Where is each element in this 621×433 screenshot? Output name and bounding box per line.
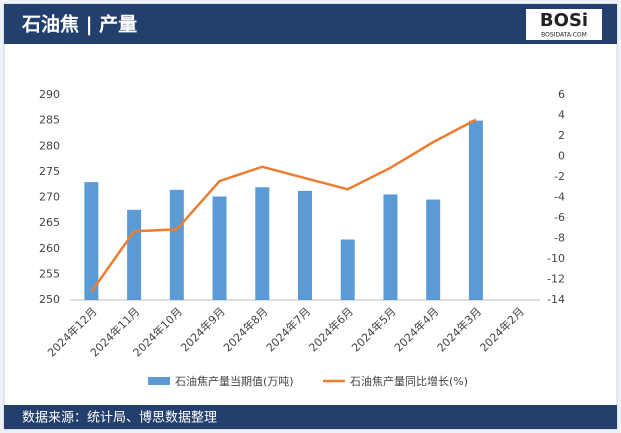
logo: BOSi — [540, 10, 588, 31]
y-tick-label: 270 — [39, 191, 60, 204]
y2-tick-label: -10 — [547, 252, 565, 265]
bar — [255, 187, 270, 300]
header-band — [4, 4, 617, 44]
bar — [340, 239, 355, 300]
bar — [468, 120, 483, 300]
bar — [127, 209, 142, 300]
y2-tick-label: 2 — [558, 129, 565, 142]
y-tick-label: 250 — [39, 293, 60, 306]
chart-title: 石油焦 | 产量 — [21, 13, 137, 36]
y-tick-label: 280 — [39, 139, 60, 152]
y2-tick-label: -8 — [554, 232, 565, 245]
source: 数据来源：统计局、博思数据整理 — [22, 411, 217, 426]
y2-tick-label: 4 — [558, 109, 565, 122]
bar — [169, 189, 184, 300]
legend-label: 石油焦产量同比增长(%) — [350, 374, 468, 388]
footer-band — [4, 405, 617, 429]
y-tick-label: 255 — [39, 267, 60, 280]
y-tick-label: 285 — [39, 114, 60, 127]
legend-swatch — [148, 377, 170, 385]
y2-tick-label: -6 — [554, 211, 565, 224]
logo-box — [526, 9, 602, 40]
bar — [383, 194, 398, 300]
y-tick-label: 265 — [39, 216, 60, 229]
y-tick-label: 290 — [39, 88, 60, 101]
y-tick-label: 260 — [39, 242, 60, 255]
y2-tick-label: -4 — [554, 191, 565, 204]
y2-tick-label: -12 — [547, 273, 565, 286]
legend-label: 石油焦产量当期值(万吨) — [175, 374, 294, 388]
y2-tick-label: -14 — [547, 293, 565, 306]
y2-tick-label: -2 — [554, 170, 565, 183]
bar — [298, 190, 312, 300]
y2-tick-label: 6 — [558, 88, 565, 101]
logo-sub: BOSIDATA.COM — [541, 32, 587, 39]
bar — [84, 182, 99, 300]
line — [90, 118, 477, 293]
bar — [212, 196, 227, 300]
y-tick-label: 275 — [39, 165, 60, 178]
bar — [426, 199, 441, 300]
y2-tick-label: 0 — [558, 150, 565, 163]
